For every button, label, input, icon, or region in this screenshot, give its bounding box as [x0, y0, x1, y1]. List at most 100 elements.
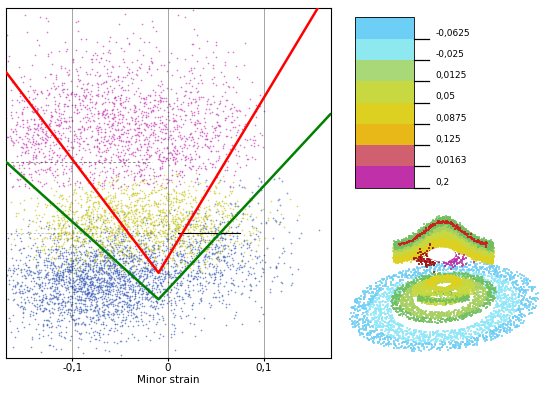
Point [151, 134, 160, 140]
Point [405, 244, 414, 251]
Point [459, 235, 468, 241]
Point [420, 241, 429, 248]
Point [409, 241, 418, 247]
Point [105, 253, 114, 260]
Point [149, 246, 158, 253]
Point [419, 228, 428, 234]
Point [399, 245, 408, 252]
Point [113, 233, 122, 240]
Point [398, 256, 407, 262]
Point [450, 228, 459, 234]
Point [442, 224, 451, 231]
Point [432, 238, 441, 244]
Point [414, 298, 423, 305]
Point [394, 240, 403, 246]
Point [397, 322, 406, 328]
Point [125, 233, 134, 239]
Point [231, 123, 240, 130]
Point [456, 229, 465, 235]
Point [444, 242, 453, 248]
Point [446, 223, 455, 229]
Point [463, 248, 472, 255]
Point [443, 233, 452, 240]
Point [425, 222, 434, 229]
Point [490, 331, 499, 337]
Point [123, 242, 132, 248]
Point [454, 243, 463, 249]
Point [429, 226, 438, 233]
Point [109, 120, 117, 126]
Point [420, 228, 429, 234]
Point [464, 250, 473, 256]
Point [427, 248, 435, 254]
Point [478, 237, 486, 244]
Point [172, 103, 181, 110]
Point [130, 311, 139, 317]
Point [397, 241, 406, 247]
Point [392, 291, 401, 297]
Point [418, 230, 427, 236]
Point [158, 228, 167, 235]
Point [437, 315, 445, 321]
Point [398, 246, 407, 252]
Point [464, 248, 473, 254]
Point [424, 239, 433, 245]
Point [433, 268, 442, 274]
Point [475, 301, 484, 307]
Point [465, 250, 474, 256]
Point [429, 231, 438, 238]
Point [422, 293, 430, 299]
Point [479, 252, 488, 258]
Point [433, 217, 442, 223]
Point [450, 243, 459, 249]
Point [398, 257, 407, 263]
Point [419, 292, 428, 298]
Point [188, 134, 197, 140]
Point [70, 327, 79, 333]
Point [425, 245, 434, 251]
Point [429, 222, 438, 228]
Point [507, 327, 516, 334]
Point [100, 269, 109, 275]
Point [391, 244, 400, 250]
Point [93, 283, 101, 289]
Point [147, 288, 156, 294]
Point [395, 246, 404, 252]
Point [432, 227, 440, 233]
Point [420, 229, 429, 235]
Point [438, 274, 447, 280]
Point [443, 220, 452, 226]
Point [23, 286, 32, 293]
Point [108, 62, 117, 69]
Point [58, 283, 66, 289]
Point [457, 235, 466, 241]
Point [476, 238, 485, 244]
Point [466, 238, 475, 244]
Point [452, 224, 460, 230]
Point [392, 252, 401, 258]
Point [87, 263, 96, 269]
Point [397, 242, 406, 248]
Point [82, 214, 91, 220]
Point [456, 245, 465, 251]
Point [59, 294, 68, 301]
Point [472, 244, 481, 251]
Point [447, 237, 455, 243]
Point [409, 307, 418, 313]
Point [252, 248, 261, 254]
Point [125, 282, 134, 288]
Point [449, 241, 458, 247]
Point [445, 233, 454, 239]
Point [474, 252, 483, 258]
Point [402, 245, 411, 252]
Point [406, 237, 415, 243]
Point [456, 241, 465, 247]
Point [477, 289, 486, 296]
Point [117, 248, 126, 254]
Point [428, 291, 437, 298]
Point [447, 221, 455, 228]
Point [19, 207, 28, 213]
Point [430, 245, 439, 251]
Point [106, 301, 115, 307]
Point [521, 291, 530, 298]
